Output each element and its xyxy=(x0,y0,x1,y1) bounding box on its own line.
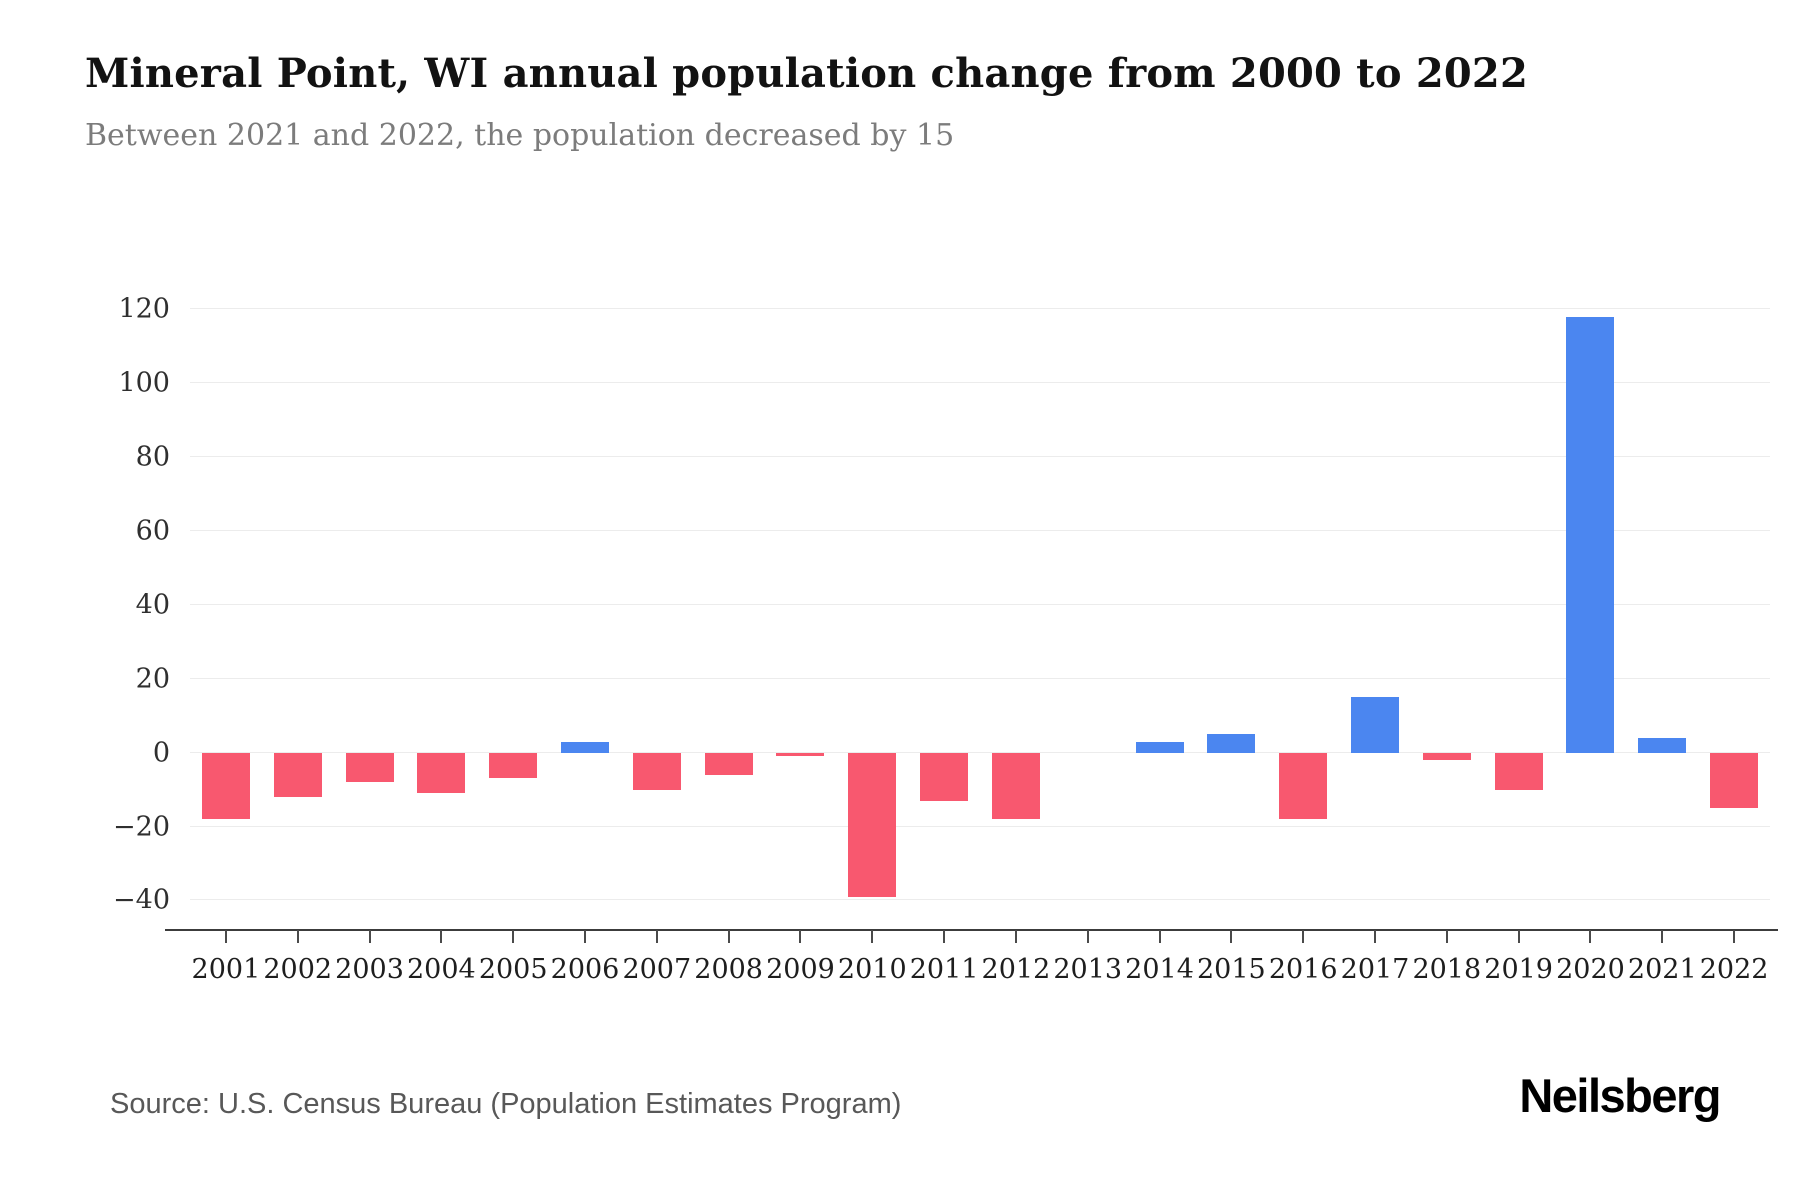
x-axis-label-2018: 2018 xyxy=(1412,954,1482,985)
gridline--40 xyxy=(190,899,1770,901)
gridline-80 xyxy=(190,455,1770,457)
y-axis-tick-label: 120 xyxy=(118,293,170,325)
y-axis-tick-label: 60 xyxy=(135,515,170,547)
y-axis-tick-label: 80 xyxy=(135,441,170,473)
x-axis-tick-mark xyxy=(1589,930,1592,943)
x-axis-label-2010: 2010 xyxy=(837,954,907,985)
chart-subtitle: Between 2021 and 2022, the population de… xyxy=(85,118,955,153)
x-axis-label-2016: 2016 xyxy=(1268,954,1338,985)
x-axis-tick-mark xyxy=(1374,930,1376,943)
x-axis-label-2003: 2003 xyxy=(335,954,404,985)
x-axis-tick-mark xyxy=(368,930,371,943)
bar-2011[interactable] xyxy=(920,752,969,801)
brand-logo: Neilsberg xyxy=(1519,1069,1721,1122)
bar-2004[interactable] xyxy=(417,752,466,794)
bar-2002[interactable] xyxy=(273,752,322,797)
bar-2014[interactable] xyxy=(1135,741,1184,753)
gridline-120 xyxy=(190,308,1770,310)
bar-2017[interactable] xyxy=(1351,697,1399,753)
gridline-20 xyxy=(190,677,1770,679)
plot-area: −40 −20 0 20 40 60 80 100 120 2001 2002 2003 2004 200… xyxy=(113,250,1778,983)
y-axis-tick-label: 0 xyxy=(152,737,170,769)
x-axis-tick-mark xyxy=(224,930,227,943)
bar-2001[interactable] xyxy=(201,752,250,820)
x-axis-label-2011: 2011 xyxy=(909,954,979,985)
x-axis-tick-mark xyxy=(584,930,586,943)
bar-2015[interactable] xyxy=(1207,734,1256,753)
x-axis-tick-mark xyxy=(1086,930,1089,943)
x-axis-tick-mark xyxy=(1733,930,1736,943)
x-axis-tick-mark xyxy=(296,930,299,943)
x-axis-tick-mark xyxy=(1445,930,1448,943)
x-axis-tick-mark xyxy=(1517,930,1520,943)
gridline-0 xyxy=(190,751,1770,753)
x-axis-label-2013: 2013 xyxy=(1053,954,1123,985)
bar-2005[interactable] xyxy=(489,752,538,779)
x-axis-label-2002: 2002 xyxy=(263,954,333,985)
x-axis-tick-mark xyxy=(871,930,874,943)
x-axis-tick-mark xyxy=(655,930,658,943)
bar-2018[interactable] xyxy=(1422,752,1471,760)
bar-2006[interactable] xyxy=(561,741,609,753)
x-axis-label-2014: 2014 xyxy=(1125,954,1194,985)
bar-2021[interactable] xyxy=(1638,737,1687,753)
bar-2003[interactable] xyxy=(345,752,394,783)
x-axis-label-2004: 2004 xyxy=(407,954,476,985)
x-axis-tick-mark xyxy=(1230,930,1233,943)
gridline-60 xyxy=(190,529,1770,531)
x-axis-tick-mark xyxy=(799,930,802,943)
y-axis-tick-label: 100 xyxy=(118,367,170,399)
bar-2019[interactable] xyxy=(1494,752,1543,790)
x-axis-label-2007: 2007 xyxy=(622,954,692,985)
gridline-40 xyxy=(190,603,1770,605)
bar-2016[interactable] xyxy=(1279,752,1328,820)
x-axis-label-2009: 2009 xyxy=(766,954,835,985)
x-axis-tick-mark xyxy=(1158,930,1161,943)
x-axis-tick-mark xyxy=(1302,930,1305,943)
gridline-100 xyxy=(190,382,1770,384)
bar-2007[interactable] xyxy=(632,752,681,790)
x-axis-label-2015: 2015 xyxy=(1197,954,1266,985)
bar-2010[interactable] xyxy=(848,752,897,897)
y-axis-tick-label: 20 xyxy=(135,663,170,695)
bar-2008[interactable] xyxy=(704,752,753,775)
x-axis-label-2017: 2017 xyxy=(1340,954,1410,985)
x-axis-label-2020: 2020 xyxy=(1556,954,1625,985)
x-axis-label-2019: 2019 xyxy=(1484,954,1553,985)
y-axis-tick-label: −20 xyxy=(113,811,170,843)
bar-2020[interactable] xyxy=(1566,316,1615,753)
y-axis-tick-label: 40 xyxy=(135,589,170,621)
y-axis-tick-label: −40 xyxy=(113,884,170,916)
x-axis-label-2022: 2022 xyxy=(1699,954,1769,985)
x-axis-label-2005: 2005 xyxy=(478,954,548,985)
source-note: Source: U.S. Census Bureau (Population E… xyxy=(110,1088,902,1120)
x-axis-tick-mark xyxy=(1014,930,1017,943)
x-axis-tick-mark xyxy=(440,930,443,943)
chart-title: Mineral Point, WI annual population chan… xyxy=(85,50,1528,97)
x-axis-label-2021: 2021 xyxy=(1627,954,1697,985)
x-axis-label-2012: 2012 xyxy=(981,954,1051,985)
gridline--20 xyxy=(190,825,1770,827)
x-axis-tick-mark xyxy=(727,930,730,943)
x-axis-label-2006: 2006 xyxy=(550,954,620,985)
x-axis-tick-mark xyxy=(1661,930,1664,943)
x-axis-label-2001: 2001 xyxy=(191,954,261,985)
bar-2012[interactable] xyxy=(991,752,1040,820)
x-axis-line xyxy=(165,929,1778,931)
bar-2009[interactable] xyxy=(776,752,825,757)
bar-2022[interactable] xyxy=(1710,752,1759,809)
x-axis-tick-mark xyxy=(943,930,946,943)
x-axis-tick-mark xyxy=(512,930,515,943)
x-axis-label-2008: 2008 xyxy=(694,954,763,985)
